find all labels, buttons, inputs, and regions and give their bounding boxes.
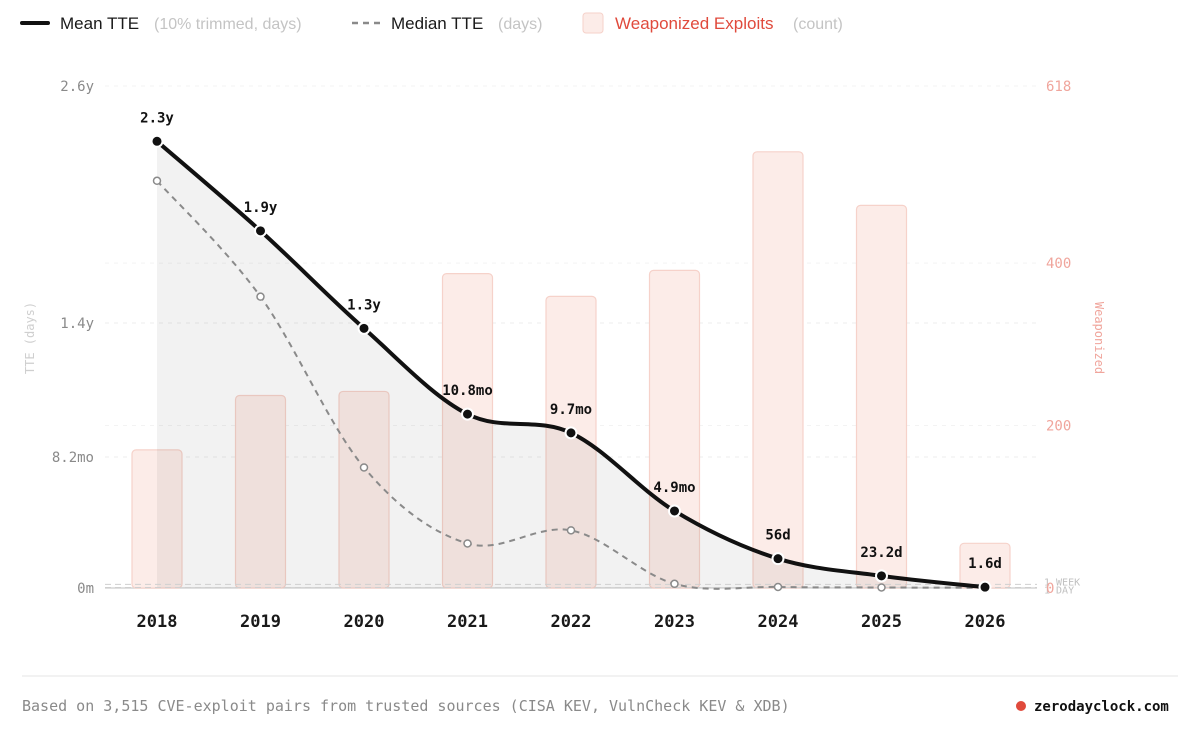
median-point-2024[interactable] [773, 582, 783, 592]
mean-point-2023[interactable] [668, 504, 681, 518]
median-line[interactable] [156, 180, 986, 590]
mean-point-label: 10.8mo [442, 383, 493, 399]
mean-point-2020[interactable] [357, 321, 371, 335]
x-tick-2019: 2019 [240, 612, 281, 632]
legend-item-mean[interactable]: Mean TTE (10% trimmed, days) [20, 14, 302, 33]
legend-item-median[interactable]: Median TTE (days) [352, 14, 542, 33]
median-point-2021[interactable] [463, 539, 472, 548]
mean-point-2021[interactable] [461, 407, 474, 421]
legend-bars-sub: (count) [793, 16, 843, 33]
median-point-2022[interactable] [566, 526, 576, 535]
mean-point-label: 1.6d [968, 556, 1002, 572]
mean-point-2025[interactable] [875, 569, 888, 583]
legend-bars-swatch [582, 12, 604, 34]
legend-mean-sub: (10% trimmed, days) [154, 16, 302, 33]
bar-2025[interactable] [855, 204, 908, 589]
points-layer: 2.3y 1.9y 1.3y 10.8mo 9.7mo 4.9mo 56d 23.2d 1.6d [140, 110, 1002, 594]
bar-2021[interactable] [441, 273, 494, 589]
mean-point-label: 9.7mo [550, 402, 592, 418]
mean-area [157, 141, 985, 589]
x-tick-2025: 2025 [861, 612, 902, 632]
bar-2018[interactable] [131, 449, 183, 589]
x-tick-2026: 2026 [965, 612, 1006, 632]
bar-2019[interactable] [234, 394, 287, 589]
y-tick-right: 400 [1046, 256, 1071, 272]
x-tick-2024: 2024 [758, 612, 799, 632]
bar-2022[interactable] [545, 295, 597, 589]
reference-label: 1 WEEK [1044, 577, 1080, 588]
mean-point-label: 1.9y [244, 200, 278, 216]
x-tick-2020: 2020 [344, 612, 385, 632]
y-tick-left: 0m [77, 581, 94, 597]
y-tick-left: 8.2mo [52, 450, 94, 466]
live-dot-icon [1016, 701, 1026, 711]
legend: Mean TTE (10% trimmed, days) Median TTE … [20, 12, 843, 34]
mean-point-2019[interactable] [254, 224, 267, 238]
x-tick-2023: 2023 [654, 612, 695, 632]
mean-area-layer [157, 141, 985, 589]
median-point-2019[interactable] [256, 292, 265, 301]
x-tick-2021: 2021 [447, 612, 488, 632]
footer-note: Based on 3,515 CVE-exploit pairs from tr… [22, 697, 790, 715]
y-axis-right-title: Weaponized [1092, 302, 1106, 374]
mean-point-2018[interactable] [150, 134, 164, 148]
legend-item-bars[interactable]: Weaponized Exploits (count) [582, 12, 843, 34]
legend-median-label: Median TTE [391, 14, 483, 33]
mean-point-label: 1.3y [347, 297, 381, 313]
footer-site-link[interactable]: zerodayclock.com [1034, 699, 1169, 715]
y-tick-left: 2.6y [60, 79, 94, 95]
bars-layer [131, 151, 1011, 589]
legend-mean-label: Mean TTE [60, 14, 139, 33]
mean-point-2024[interactable] [771, 552, 785, 566]
mean-point-2022[interactable] [564, 426, 578, 440]
y-tick-left: 1.4y [60, 316, 94, 332]
mean-point-label: 56d [765, 528, 790, 544]
mean-point-2026[interactable] [978, 580, 992, 594]
bar-2024[interactable] [752, 151, 804, 589]
median-point-2018[interactable] [152, 176, 162, 186]
legend-bars-label: Weaponized Exploits [615, 14, 773, 33]
reference-label: 1 DAY [1044, 585, 1074, 596]
median-point-2025[interactable] [877, 583, 886, 592]
median-point-2023[interactable] [670, 579, 679, 589]
mean-point-label: 4.9mo [653, 480, 695, 496]
y-tick-right: 0 [1046, 581, 1054, 597]
y-tick-right: 618 [1046, 79, 1071, 95]
mean-point-label: 2.3y [140, 110, 174, 126]
x-tick-2022: 2022 [551, 612, 592, 632]
axes-layer: TTE (days) Weaponized 0m 8.2mo 1.4y 2.6y 0 20… [23, 79, 1106, 632]
median-point-2020[interactable] [359, 463, 369, 472]
y-tick-right: 200 [1046, 419, 1071, 435]
y-axis-left-title: TTE (days) [23, 302, 37, 374]
bar-2020[interactable] [338, 390, 390, 589]
mean-point-label: 23.2d [860, 545, 902, 561]
legend-median-sub: (days) [498, 16, 542, 33]
x-tick-2018: 2018 [137, 612, 178, 632]
